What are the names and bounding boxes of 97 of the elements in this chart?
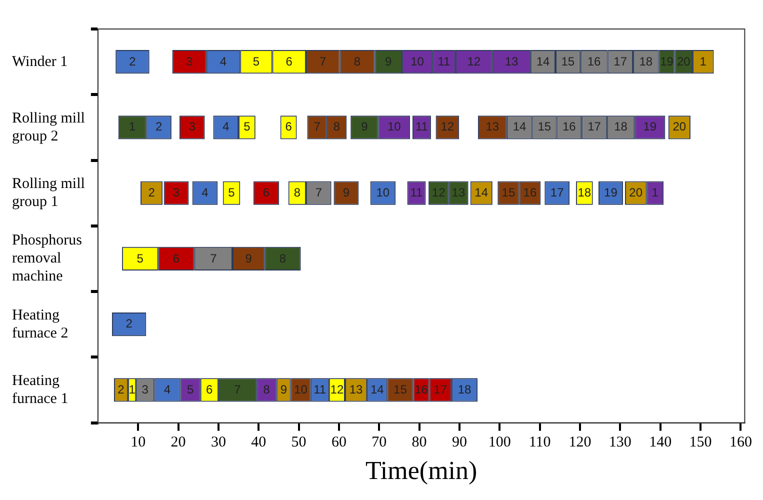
text: 9 — [342, 186, 350, 200]
text: 16 — [587, 54, 601, 68]
text: 1 — [652, 186, 658, 200]
text: 19 — [643, 120, 657, 134]
x-tick-label: 90 — [452, 434, 467, 451]
text: 18 — [614, 120, 628, 134]
text: 6 — [286, 54, 292, 68]
text: 7 — [314, 120, 320, 134]
series-label: 7 — [210, 251, 217, 266]
text: 11 — [410, 186, 423, 200]
y-tick-label: Phosphorus removal machine — [12, 232, 82, 285]
text: 13 — [486, 120, 500, 134]
x-tick-label: 130 — [608, 434, 632, 451]
text: 4 — [220, 54, 227, 68]
series-label: 18 — [578, 186, 592, 200]
text: 13 — [504, 54, 518, 68]
text: 17 — [550, 186, 564, 200]
x-tick-label: 110 — [528, 434, 551, 451]
text: 6 — [206, 382, 213, 396]
x-tick-label: 70 — [372, 434, 387, 451]
series-label: 5 — [136, 251, 144, 266]
text: 15 — [561, 54, 575, 68]
series-label: 17 — [434, 382, 448, 396]
y-tick-label: Rolling mill group 2 — [12, 110, 85, 144]
text: 8 — [294, 186, 301, 200]
text: 5 — [252, 54, 260, 68]
text: 17 — [614, 54, 628, 68]
series-label: 11 — [314, 382, 326, 396]
x-tick-label: 100 — [488, 434, 511, 451]
text: 18 — [458, 382, 472, 396]
text: 7 — [315, 186, 322, 200]
series-label: 15 — [502, 186, 516, 200]
x-tick-label: 140 — [649, 434, 672, 451]
series-label: 10 — [294, 382, 308, 396]
text: 14 — [512, 120, 526, 134]
series-label: 16 — [414, 382, 428, 396]
series-label: 6 — [172, 251, 180, 266]
text: 9 — [245, 251, 252, 266]
text: 2 — [148, 186, 155, 200]
text: 15 — [538, 120, 552, 134]
text: 11 — [438, 54, 450, 68]
series-label: 2 — [118, 382, 124, 396]
text: 6 — [262, 186, 270, 200]
text: 18 — [639, 54, 653, 68]
text: 7 — [320, 54, 326, 68]
text: 20 — [672, 120, 686, 134]
x-tick-label: 20 — [170, 434, 186, 451]
text: 20 — [629, 186, 643, 200]
text: 6 — [285, 120, 292, 134]
text: 5 — [186, 382, 194, 396]
series-label: 14 — [370, 382, 384, 396]
text: 16 — [562, 120, 576, 134]
series-label: 12 — [330, 382, 344, 396]
text: 3 — [188, 120, 196, 134]
text: 14 — [474, 186, 488, 200]
text: 13 — [349, 382, 363, 396]
text: 2 — [126, 316, 132, 331]
x-tick-label: 150 — [689, 434, 712, 451]
x-tick-label: 120 — [568, 434, 592, 451]
text: 12 — [440, 120, 454, 134]
x-tick-label: 80 — [412, 434, 427, 451]
text: 3 — [172, 186, 180, 200]
series-label: 4 — [164, 382, 171, 396]
x-tick-label: 40 — [251, 434, 266, 451]
y-tick-label: Heating furnace 1 — [12, 372, 68, 407]
text: 14 — [536, 54, 550, 68]
x-tick-label: 160 — [729, 434, 752, 451]
text: 2 — [129, 54, 136, 68]
text: 8 — [263, 382, 270, 396]
text: 10 — [376, 186, 390, 200]
y-tick-label: Winder 1 — [12, 54, 68, 70]
y-tick-label: Heating furnace 2 — [12, 307, 68, 342]
y-tick-label: Rolling mill group 1 — [12, 176, 85, 210]
text: 10 — [388, 120, 401, 134]
x-tick-label: 30 — [210, 434, 226, 451]
text: 16 — [523, 186, 537, 200]
text: 5 — [228, 186, 235, 200]
text: 1 — [700, 54, 706, 68]
text: 5 — [244, 120, 250, 134]
text: 10 — [410, 54, 424, 68]
text: 4 — [202, 186, 208, 200]
text: 8 — [333, 120, 340, 134]
series-label: 3 — [142, 382, 148, 396]
x-tick-label: 60 — [331, 434, 346, 451]
text: 8 — [354, 54, 361, 68]
text: 19 — [604, 186, 618, 200]
text: 11 — [415, 120, 428, 134]
text: 3 — [186, 54, 193, 68]
text: 15 — [394, 382, 407, 396]
text: 4 — [222, 120, 230, 134]
text: 17 — [588, 120, 601, 134]
x-axis-title: Time(min) — [365, 456, 478, 486]
x-tick-label: 10 — [130, 434, 146, 451]
series-label: 9 — [280, 382, 288, 396]
x-tick-label: 50 — [291, 434, 306, 451]
text: 12 — [467, 54, 481, 68]
series-label: 1 — [128, 382, 136, 396]
